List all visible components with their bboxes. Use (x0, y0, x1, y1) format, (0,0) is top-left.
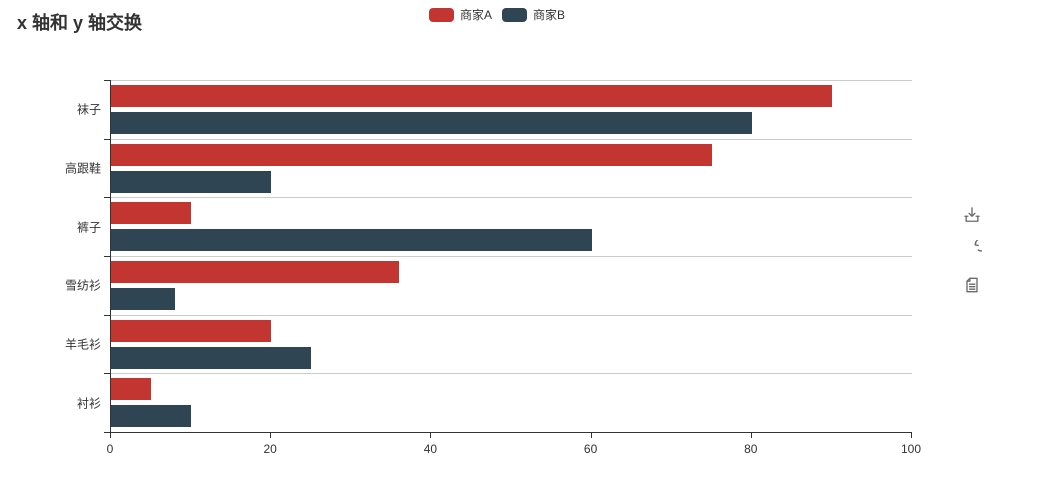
y-axis-label: 衬衫 (76, 396, 101, 411)
y-axis-tick (104, 432, 110, 433)
y-axis-label: 高跟鞋 (64, 161, 101, 176)
bar-商家B-雪纺衫[interactable] (111, 287, 176, 310)
y-axis-tick (104, 80, 110, 81)
toolbox (960, 203, 984, 297)
bar-商家B-高跟鞋[interactable] (111, 170, 272, 193)
x-axis-label: 40 (423, 442, 438, 456)
x-axis-label: 0 (106, 442, 114, 456)
bar-商家A-羊毛衫[interactable] (111, 319, 272, 342)
y-axis-tick (104, 373, 110, 375)
x-axis-label: 60 (583, 442, 598, 456)
legend: 商家A 商家B (429, 8, 565, 22)
x-axis-label: 20 (263, 442, 277, 456)
save-as-image-icon[interactable] (960, 203, 984, 227)
bar-商家B-裤子[interactable] (111, 229, 592, 252)
legend-label: 商家B (533, 8, 566, 22)
y-axis-tick (104, 314, 110, 316)
bar-商家B-袜子[interactable] (111, 111, 752, 134)
legend-item-merchant-a[interactable]: 商家A (429, 8, 492, 22)
bar-商家A-高跟鞋[interactable] (111, 143, 712, 166)
legend-swatch-merchant-b (502, 8, 528, 22)
y-axis-label: 雪纺衫 (64, 278, 101, 293)
y-axis-label: 裤子 (76, 220, 101, 235)
y-axis-tick (104, 197, 110, 199)
bar-商家A-裤子[interactable] (111, 202, 192, 225)
bar-商家B-羊毛衫[interactable] (111, 346, 312, 369)
x-axis-line (110, 432, 912, 433)
x-axis-tick (270, 433, 272, 438)
y-axis-label: 袜子 (76, 102, 101, 117)
legend-swatch-merchant-a (429, 8, 454, 22)
x-axis-tick (750, 433, 752, 438)
y-axis-tick (104, 256, 110, 257)
y-axis-label: 羊毛衫 (64, 337, 101, 352)
x-axis-tick (911, 433, 912, 438)
bar-商家A-雪纺衫[interactable] (111, 260, 400, 283)
y-axis-tick (104, 138, 110, 140)
category-split-line (111, 138, 912, 140)
y-axis-line (110, 80, 111, 433)
x-axis-tick (430, 433, 432, 438)
x-axis-tick (590, 433, 592, 438)
chart-title: x 轴和 y 轴交换 (17, 13, 143, 33)
category-split-line (111, 373, 912, 375)
category-split-line (111, 80, 912, 81)
legend-item-merchant-b[interactable]: 商家B (502, 8, 565, 22)
category-split-line (111, 314, 912, 316)
x-axis-label: 100 (900, 442, 922, 456)
bar-商家A-袜子[interactable] (111, 84, 832, 107)
bar-商家A-衬衫[interactable] (111, 378, 152, 401)
bar-商家B-衬衫[interactable] (111, 405, 192, 428)
x-axis-tick (110, 433, 111, 438)
legend-label: 商家A (460, 8, 493, 22)
data-view-icon[interactable] (960, 273, 984, 297)
restore-icon[interactable] (960, 238, 984, 262)
category-split-line (111, 256, 912, 257)
category-split-line (111, 197, 912, 199)
x-axis-label: 80 (744, 442, 758, 456)
